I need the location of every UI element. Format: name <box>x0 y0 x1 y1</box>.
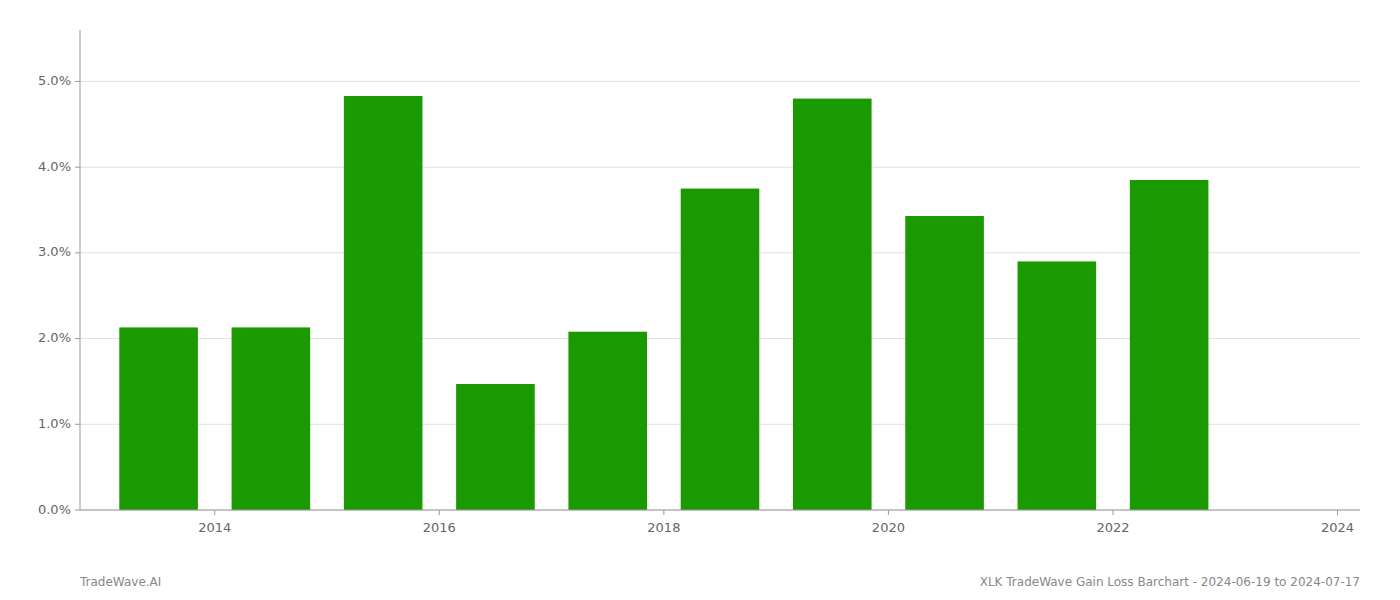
y-tick-label: 0.0% <box>38 502 71 517</box>
y-tick-label: 4.0% <box>38 159 71 174</box>
y-tick <box>75 167 80 168</box>
x-tick <box>888 510 889 515</box>
bar <box>344 96 423 510</box>
y-tick <box>75 252 80 253</box>
footer-text: TradeWave.AI <box>79 575 161 589</box>
bar <box>681 189 760 510</box>
y-tick-label: 1.0% <box>38 416 71 431</box>
bar <box>1018 261 1097 510</box>
axes: 0.0% 1.0% 2.0% 3.0% 4.0% 5.0% 2014 2016 2018 2020… <box>38 30 1360 535</box>
x-tick <box>439 510 440 515</box>
bar <box>232 327 311 510</box>
grid-line <box>80 510 1360 511</box>
bar <box>456 384 535 510</box>
y-axis-line <box>80 30 81 510</box>
x-tick-label: 2022 <box>1096 520 1129 535</box>
y-tick-label: 3.0% <box>38 244 71 259</box>
bar <box>905 216 984 510</box>
x-tick <box>1337 510 1338 515</box>
bar <box>1130 180 1209 510</box>
bar <box>793 99 872 510</box>
bar <box>568 332 647 510</box>
grid <box>80 81 1360 510</box>
x-tick <box>1112 510 1113 515</box>
x-tick-label: 2020 <box>872 520 905 535</box>
x-tick <box>214 510 215 515</box>
x-tick-label: 2016 <box>423 520 456 535</box>
x-axis-line <box>80 510 1360 511</box>
y-tick-label: 2.0% <box>38 330 71 345</box>
x-tick-label: 2024 <box>1321 520 1354 535</box>
footer-text: XLK TradeWave Gain Loss Barchart - 2024-… <box>980 575 1360 589</box>
chart: 0.0% 1.0% 2.0% 3.0% 4.0% 5.0% 2014 2016 2018 2020… <box>0 0 1400 600</box>
y-tick-label: 5.0% <box>38 73 71 88</box>
y-tick <box>75 510 80 511</box>
grid-line <box>80 81 1360 82</box>
x-tick <box>663 510 664 515</box>
x-tick-label: 2018 <box>647 520 680 535</box>
x-tick-label: 2014 <box>198 520 231 535</box>
grid-line <box>80 167 1360 168</box>
background <box>0 0 1400 600</box>
y-tick <box>75 81 80 82</box>
y-tick <box>75 424 80 425</box>
bar <box>119 327 198 510</box>
y-tick <box>75 338 80 339</box>
bars <box>119 96 1208 510</box>
